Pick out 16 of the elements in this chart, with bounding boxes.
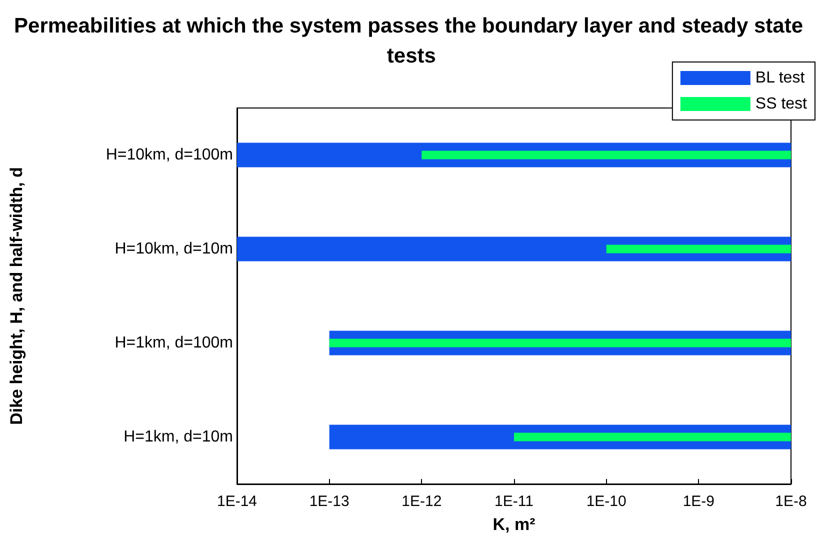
x-tick-label: 1E-9 bbox=[682, 493, 715, 510]
y-tick-label: H=1km, d=10m bbox=[124, 428, 233, 446]
legend-label: BL test bbox=[755, 70, 806, 86]
y-tick-label: H=10km, d=10m bbox=[114, 240, 233, 258]
x-axis-title: K, m² bbox=[492, 515, 536, 534]
x-tick-label: 1E-10 bbox=[586, 493, 626, 510]
legend-label: SS test bbox=[755, 96, 808, 112]
y-tick-label: H=10km, d=100m bbox=[106, 146, 233, 164]
x-tick-label: 1E-11 bbox=[494, 493, 534, 510]
y-tick-label: H=1km, d=100m bbox=[114, 334, 233, 352]
chart-title: Permeabilities at which the system passes the boundary layer and steady state tests bbox=[14, 14, 803, 68]
x-tick-label: 1E-13 bbox=[309, 493, 350, 510]
x-tick-label: 1E-12 bbox=[402, 493, 442, 510]
y-axis-title: Dike height, H, and half-width, d bbox=[7, 167, 26, 425]
x-tick-label: 1E-8 bbox=[775, 493, 807, 510]
x-tick-label: 1E-14 bbox=[216, 493, 258, 510]
